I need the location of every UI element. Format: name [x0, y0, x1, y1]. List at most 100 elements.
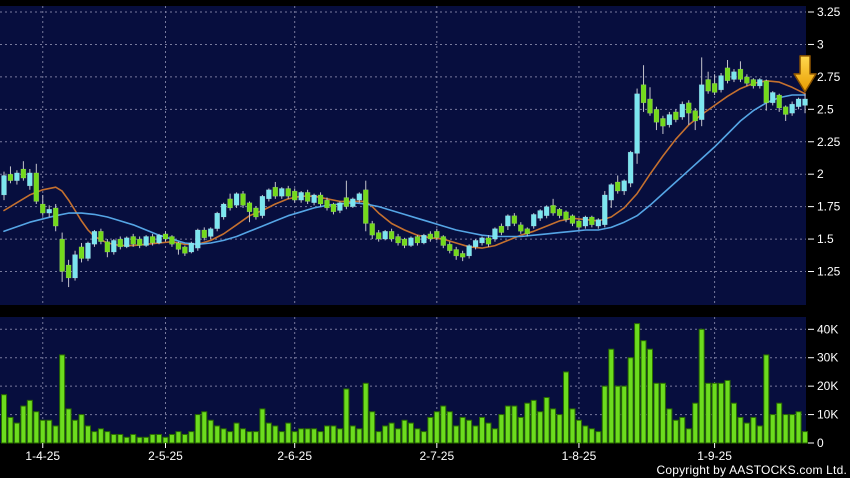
candle[interactable]	[614, 181, 621, 192]
volume-bar[interactable]	[188, 431, 195, 444]
volume-bar[interactable]	[149, 433, 156, 444]
candle[interactable]	[317, 194, 324, 205]
candle[interactable]	[111, 240, 117, 253]
volume-bar[interactable]	[130, 433, 137, 444]
volume-bar[interactable]	[672, 419, 679, 444]
candle[interactable]	[350, 198, 356, 207]
volume-bar[interactable]	[795, 411, 802, 444]
candle[interactable]	[459, 253, 466, 258]
volume-bar[interactable]	[517, 416, 524, 444]
candle[interactable]	[259, 195, 266, 216]
candle[interactable]	[511, 215, 518, 224]
volume-bar[interactable]	[647, 348, 653, 444]
volume-bar[interactable]	[285, 422, 292, 444]
volume-bar[interactable]	[214, 425, 221, 444]
candle[interactable]	[285, 188, 291, 197]
candle[interactable]	[498, 225, 505, 233]
volume-bar[interactable]	[401, 419, 408, 444]
candle[interactable]	[550, 205, 556, 214]
candle[interactable]	[718, 75, 724, 91]
volume-bar[interactable]	[272, 425, 279, 444]
candle[interactable]	[382, 231, 388, 240]
volume-bar[interactable]	[65, 408, 72, 444]
candle[interactable]	[91, 231, 98, 245]
candle[interactable]	[660, 118, 666, 127]
volume-bar[interactable]	[724, 379, 731, 444]
candle[interactable]	[65, 264, 72, 279]
volume-bar[interactable]	[407, 422, 414, 444]
candle[interactable]	[20, 168, 27, 179]
volume-bar[interactable]	[504, 405, 511, 444]
volume-bar[interactable]	[543, 397, 550, 444]
candle[interactable]	[427, 233, 434, 240]
volume-bar[interactable]	[78, 414, 85, 444]
volume-bar[interactable]	[608, 348, 615, 444]
candle[interactable]	[85, 242, 91, 259]
volume-bar[interactable]	[162, 436, 169, 444]
candle[interactable]	[98, 231, 104, 242]
volume-bar[interactable]	[91, 431, 98, 444]
volume-bar[interactable]	[524, 402, 531, 444]
candle[interactable]	[686, 102, 692, 114]
candle[interactable]	[220, 203, 227, 218]
volume-bar[interactable]	[7, 416, 14, 444]
candle[interactable]	[576, 220, 582, 228]
volume-bar[interactable]	[659, 382, 666, 444]
candle[interactable]	[72, 254, 78, 279]
candle[interactable]	[795, 98, 802, 107]
volume-bar[interactable]	[537, 411, 544, 444]
volume-bar[interactable]	[156, 433, 163, 444]
volume-bar[interactable]	[324, 425, 330, 444]
volume-bar[interactable]	[627, 357, 634, 444]
volume-bar[interactable]	[343, 388, 350, 444]
candle[interactable]	[421, 234, 427, 244]
volume-bar[interactable]	[588, 428, 595, 444]
volume-bar[interactable]	[776, 402, 783, 444]
candle[interactable]	[556, 208, 563, 216]
volume-bar[interactable]	[563, 371, 570, 444]
candle[interactable]	[169, 236, 175, 245]
volume-bar[interactable]	[233, 422, 240, 444]
candle[interactable]	[363, 189, 369, 224]
volume-bar[interactable]	[110, 433, 117, 444]
candle[interactable]	[330, 203, 337, 213]
candle[interactable]	[666, 114, 673, 126]
candle[interactable]	[311, 194, 317, 203]
volume-bar[interactable]	[291, 431, 298, 444]
volume-bar[interactable]	[621, 385, 628, 444]
candle[interactable]	[123, 237, 130, 248]
candle[interactable]	[78, 246, 85, 259]
volume-bar[interactable]	[453, 425, 460, 444]
volume-bar[interactable]	[72, 419, 79, 444]
candle[interactable]	[789, 103, 795, 114]
volume-bar[interactable]	[97, 428, 104, 444]
candle[interactable]	[401, 238, 408, 246]
volume-bar[interactable]	[46, 419, 53, 444]
candle[interactable]	[59, 238, 65, 272]
candle[interactable]	[304, 192, 311, 202]
candle[interactable]	[214, 212, 220, 229]
candle[interactable]	[537, 210, 543, 219]
candle[interactable]	[711, 83, 718, 93]
volume-bar[interactable]	[395, 428, 402, 444]
candle[interactable]	[291, 190, 298, 201]
volume-bar[interactable]	[679, 416, 686, 444]
candle[interactable]	[117, 238, 124, 248]
volume-bar[interactable]	[427, 416, 434, 444]
candle[interactable]	[627, 151, 634, 184]
volume-bar[interactable]	[569, 408, 576, 444]
volume-bar[interactable]	[59, 354, 66, 444]
volume-bar[interactable]	[311, 428, 318, 444]
candle[interactable]	[375, 232, 382, 240]
volume-bar[interactable]	[207, 419, 214, 444]
candle[interactable]	[408, 237, 414, 246]
candle[interactable]	[156, 234, 162, 244]
candle[interactable]	[466, 245, 472, 257]
candle[interactable]	[440, 236, 447, 246]
candle[interactable]	[246, 202, 253, 213]
candle[interactable]	[653, 109, 660, 123]
volume-bar[interactable]	[466, 419, 473, 444]
volume-bar[interactable]	[614, 385, 621, 444]
candle[interactable]	[524, 228, 531, 235]
candle[interactable]	[673, 111, 679, 120]
